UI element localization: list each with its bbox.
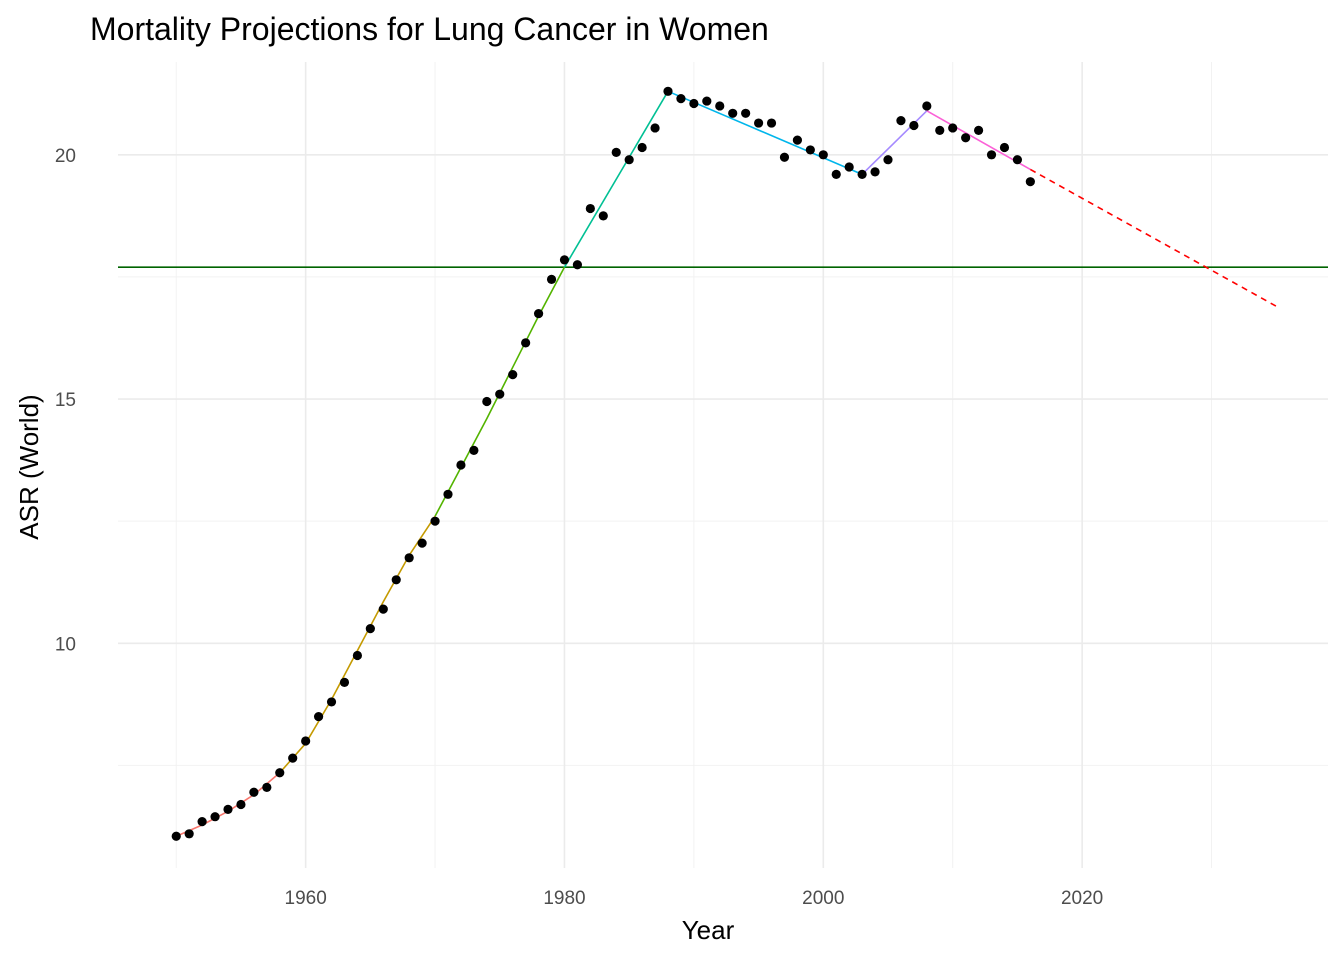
- observed-point: [533, 308, 544, 319]
- observed-point: [948, 123, 958, 133]
- x-axis-title: Year: [682, 915, 735, 945]
- observed-point: [404, 553, 414, 563]
- grid-layer: [118, 62, 1328, 868]
- observed-point: [792, 135, 803, 145]
- observed-point: [365, 624, 375, 634]
- observed-point: [443, 489, 453, 499]
- x-tick-label: 1960: [285, 888, 327, 909]
- observed-point: [986, 150, 997, 160]
- observed-point: [559, 255, 570, 265]
- projection-layer: [1029, 168, 1277, 307]
- observed-point: [741, 108, 751, 118]
- observed-point: [883, 155, 893, 165]
- x-tick-label: 2000: [802, 888, 844, 909]
- observed-point: [624, 155, 634, 165]
- observed-point: [961, 133, 971, 143]
- fitted-segment-line: [563, 90, 669, 268]
- observed-point: [495, 389, 505, 399]
- observed-point: [313, 711, 324, 722]
- observed-points-layer: [171, 86, 1035, 841]
- observed-point: [546, 274, 557, 284]
- y-tick-label: 20: [55, 146, 76, 167]
- fitted-segments-layer: [175, 90, 1031, 837]
- observed-point: [378, 604, 388, 614]
- observed-point: [715, 101, 725, 111]
- observed-point: [676, 94, 686, 104]
- observed-point: [469, 445, 479, 455]
- observed-point: [805, 145, 815, 155]
- y-axis-title: ASR (World): [14, 394, 44, 539]
- observed-point: [572, 260, 583, 270]
- fitted-segment-line: [667, 90, 863, 176]
- observed-point: [301, 736, 311, 746]
- observed-point: [430, 516, 440, 526]
- observed-point: [637, 142, 647, 153]
- fitted-segment-line: [861, 110, 928, 175]
- observed-point: [650, 123, 660, 133]
- observed-point: [275, 768, 285, 778]
- observed-point: [197, 816, 207, 827]
- observed-point: [766, 118, 777, 128]
- observed-point: [922, 101, 932, 111]
- observed-point: [171, 831, 181, 841]
- observed-point: [184, 829, 194, 839]
- observed-point: [689, 98, 699, 109]
- observed-point: [818, 150, 828, 160]
- observed-point: [352, 650, 363, 661]
- fitted-segment-line: [175, 772, 281, 837]
- observed-point: [857, 169, 867, 179]
- observed-point: [249, 787, 259, 797]
- observed-point: [753, 118, 764, 128]
- observed-point: [288, 753, 298, 763]
- observed-point: [585, 203, 595, 214]
- observed-point: [728, 108, 738, 118]
- y-tick-label: 15: [55, 390, 76, 411]
- projection-line: [1029, 168, 1277, 307]
- observed-point: [236, 799, 246, 810]
- observed-point: [896, 116, 906, 126]
- observed-point: [508, 370, 518, 380]
- observed-point: [1025, 177, 1035, 187]
- observed-point: [223, 804, 233, 814]
- observed-point: [482, 396, 492, 407]
- tick-label-layer: 1960 1980 2000 2020 10 15 20: [55, 146, 1103, 909]
- observed-point: [456, 460, 466, 470]
- chart-title: Mortality Projections for Lung Cancer in…: [90, 11, 769, 47]
- observed-point: [999, 142, 1010, 153]
- observed-point: [339, 677, 350, 687]
- observed-point: [598, 211, 608, 221]
- observed-point: [326, 697, 337, 707]
- observed-point: [702, 96, 712, 106]
- observed-point: [870, 167, 880, 177]
- observed-point: [521, 338, 531, 348]
- observed-point: [417, 538, 427, 548]
- observed-point: [262, 782, 272, 793]
- observed-point: [973, 125, 984, 135]
- observed-point: [831, 169, 841, 179]
- observed-point: [663, 86, 673, 96]
- observed-point: [935, 125, 945, 135]
- x-tick-label: 2020: [1061, 888, 1103, 909]
- y-tick-label: 10: [55, 634, 76, 655]
- observed-point: [611, 147, 621, 157]
- x-tick-label: 1980: [543, 888, 585, 909]
- observed-point: [210, 812, 220, 822]
- observed-point: [1012, 155, 1023, 165]
- observed-point: [909, 120, 919, 131]
- observed-point: [844, 162, 854, 172]
- observed-point: [779, 152, 790, 162]
- observed-point: [391, 575, 401, 585]
